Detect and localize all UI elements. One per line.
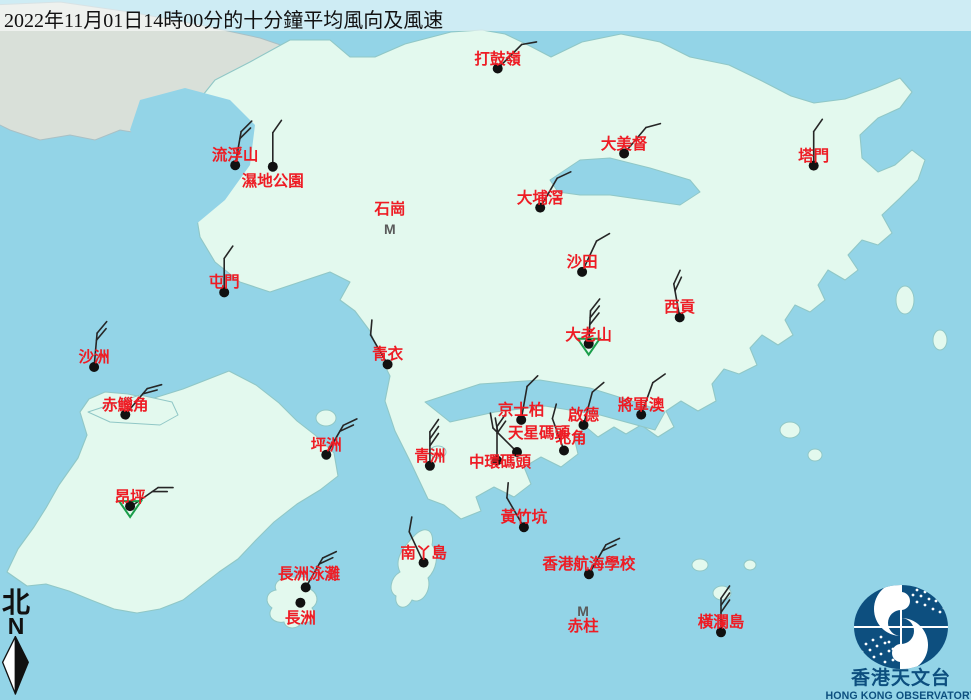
- svg-text:N: N: [8, 613, 25, 639]
- svg-text:香港天文台: 香港天文台: [850, 666, 951, 689]
- svg-text:HONG KONG OBSERVATORY: HONG KONG OBSERVATORY: [825, 690, 971, 700]
